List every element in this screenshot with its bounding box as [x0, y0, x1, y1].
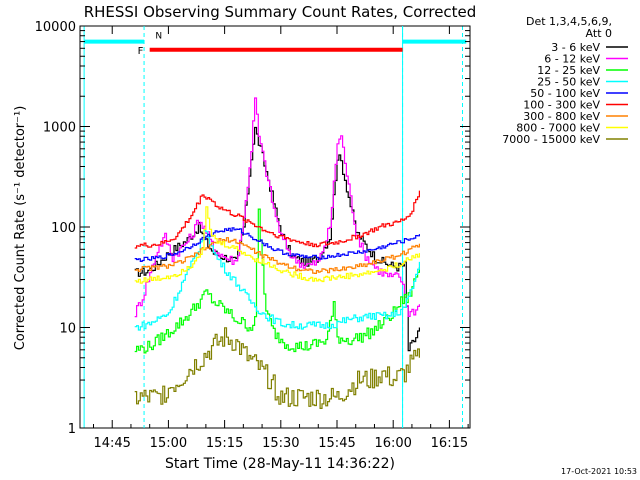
legend-header-0: Det 1,3,4,5,6,9,	[526, 15, 612, 28]
x-tick-label-5: 16:00	[374, 436, 411, 451]
axes: 14:45 15:00 15:15 15:30 15:45 16:00 16:15 1 10 10…	[35, 20, 470, 451]
legend-label-6: 300 - 800 keV	[523, 110, 600, 123]
y-tick-label-1: 10	[59, 322, 76, 337]
night-label: N	[155, 32, 162, 42]
series-line-6	[134, 237, 420, 274]
legend-label-4: 50 - 100 keV	[530, 87, 600, 100]
x-tick-label-1: 15:00	[150, 436, 187, 451]
series-line-0	[134, 126, 420, 352]
plot-frame	[79, 25, 471, 429]
legend-header-1: Att 0	[586, 27, 612, 40]
plot-border	[79, 25, 471, 429]
y-tick-label-3: 1000	[43, 121, 76, 136]
series-line-7	[134, 206, 420, 284]
legend-label-1: 6 - 12 keV	[544, 53, 600, 66]
y-axis-label: Corrected Count Rate (s⁻¹ detector⁻¹)	[13, 106, 28, 351]
flare-label: F	[138, 46, 144, 57]
footer-timestamp: 17-Oct-2021 10:53	[561, 467, 637, 476]
series-line-8	[134, 327, 420, 409]
x-tick-label-6: 16:15	[431, 436, 468, 451]
y-tick-label-0: 1	[68, 422, 76, 437]
series-line-1	[134, 97, 420, 318]
x-tick-label-0: 14:45	[93, 436, 130, 451]
legend-label-3: 25 - 50 keV	[537, 76, 600, 89]
series-line-4	[134, 227, 420, 262]
legend-label-5: 100 - 300 keV	[523, 99, 600, 112]
legend-label-2: 12 - 25 keV	[537, 64, 600, 77]
x-axis-label: Start Time (28-May-11 14:36:22)	[165, 456, 395, 472]
series-line-5	[134, 190, 420, 249]
x-tick-label-3: 15:30	[262, 436, 299, 451]
legend-label-8: 7000 - 15000 keV	[502, 133, 600, 146]
legend-label-0: 3 - 6 keV	[551, 41, 600, 54]
state-markers: FN	[83, 26, 467, 428]
y-tick-label-2: 100	[51, 221, 76, 236]
series-line-3	[134, 229, 420, 331]
y-tick-label-4: 10000	[35, 20, 76, 35]
series-line-2	[134, 208, 420, 354]
chart-title: RHESSI Observing Summary Count Rates, Co…	[84, 3, 477, 21]
series-lines	[134, 97, 420, 409]
legend-label-7: 800 - 7000 keV	[516, 122, 600, 135]
x-tick-label-4: 15:45	[318, 436, 355, 451]
x-tick-label-2: 15:15	[206, 436, 243, 451]
